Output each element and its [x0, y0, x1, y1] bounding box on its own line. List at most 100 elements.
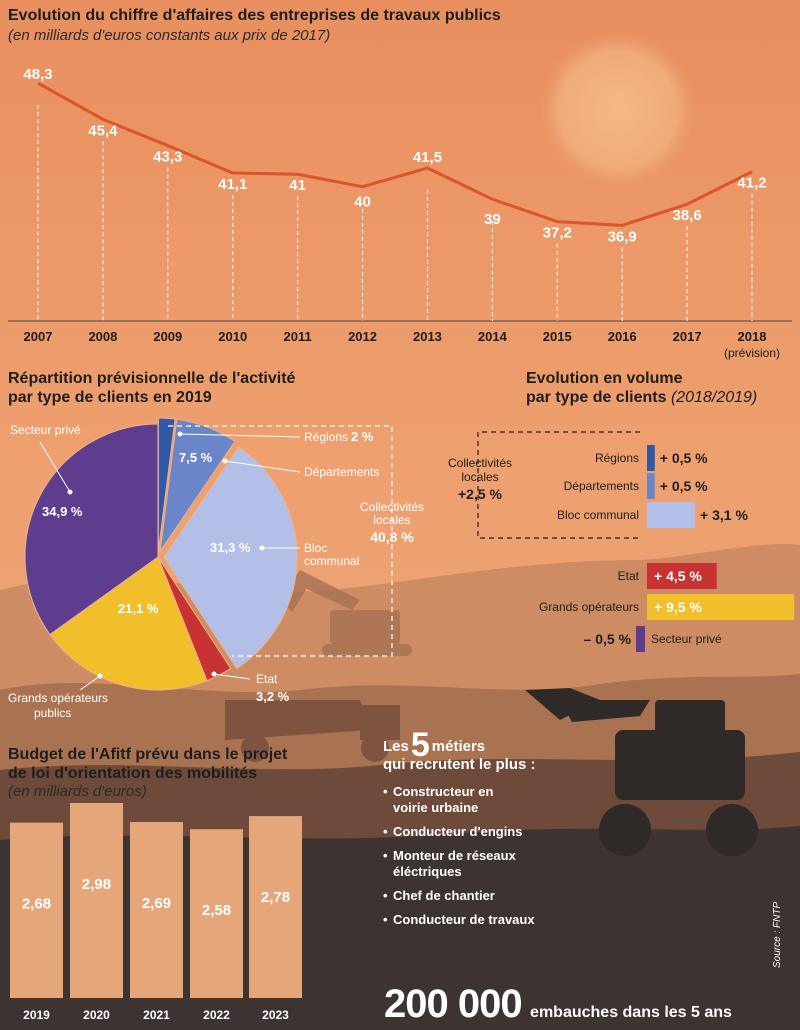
volume-bar — [647, 445, 655, 471]
line-chart-data-label: 43,3 — [153, 149, 182, 166]
line-chart-tick-label: 2010 — [218, 329, 247, 344]
volume-value-label: + 3,1 % — [700, 507, 748, 523]
line-chart-data-label: 40 — [354, 194, 371, 211]
line-chart-tick-label: 2008 — [88, 329, 117, 344]
pie-leader-line — [179, 433, 301, 438]
pie-leader-dot — [177, 431, 183, 437]
pie-leader-line — [213, 673, 251, 680]
pie-chart-title: Répartition prévisionnelle de l'activité… — [8, 369, 295, 407]
pie-value-secteur-prive: 34,9 % — [42, 504, 83, 519]
line-chart-title: Evolution du chiffre d'affaires des entr… — [8, 7, 501, 24]
pie-label-secteur-prive: Secteur privé — [10, 423, 81, 437]
line-chart-data-label: 41,2 — [737, 175, 766, 192]
line-chart-series — [37, 81, 753, 227]
metier-item: Constructeur en voirie urbaine — [383, 784, 523, 816]
volume-category-label: Grands opérateurs — [539, 600, 639, 614]
bar-chart-title-line1: Budget de l'Afitf prévu dans le projet — [8, 746, 288, 763]
budget-bar — [249, 816, 302, 998]
pie-label-grands-operateurs: Grands opérateurs — [8, 691, 108, 705]
volume-bar — [647, 594, 795, 620]
volume-chart: Régions + 0,5 % Départements + 0,5 % Bloc co… — [448, 431, 795, 652]
volume-category-label: Etat — [618, 569, 640, 583]
pie-group-label-line2: locales — [373, 513, 410, 527]
pie-chart-title-line2: par type de clients en 2019 — [8, 389, 212, 406]
pie-leader-dot — [222, 458, 228, 464]
hires-text: embauches dans les 5 ans — [530, 1004, 732, 1021]
pie-slice — [157, 417, 176, 552]
pie-leader-line — [79, 675, 101, 691]
metiers-suffix: métiers — [431, 738, 486, 755]
volume-value-label: + 9,5 % — [654, 599, 702, 615]
pie-chart: Régions 2 % 7,5 % Départements 31,3 % Bloccom… — [8, 417, 424, 720]
metier-item: Conducteur de travaux — [383, 912, 623, 928]
budget-tick-label: 2021 — [143, 1008, 170, 1022]
line-chart-tick-label: 2015 — [543, 329, 572, 344]
pie-group-value: 40,8 % — [370, 529, 414, 545]
line-chart-tick-label: 2016 — [608, 329, 637, 344]
line-chart-data-label: 36,9 — [608, 228, 637, 245]
budget-tick-label: 2020 — [83, 1008, 110, 1022]
pie-chart-title-line1: Répartition prévisionnelle de l'activité — [8, 370, 296, 387]
volume-group-label-line2: locales — [461, 470, 498, 484]
pie-label-departements: Départements — [304, 465, 379, 479]
pie-value-grands-operateurs: 21,1 % — [118, 601, 159, 616]
pie-label-regions: Régions — [304, 430, 348, 444]
pie-leader-dot — [97, 673, 103, 679]
pie-value-regions: 2 % — [351, 429, 374, 444]
pie-leader-line — [224, 460, 301, 473]
volume-category-label: Secteur privé — [651, 632, 722, 646]
bar-chart-title-line2: de loi d'orientation des mobilités — [8, 765, 258, 782]
volume-value-label: + 0,5 % — [660, 450, 708, 466]
line-chart-tick-label: 2013 — [413, 329, 442, 344]
pie-leader-dot — [67, 489, 73, 495]
budget-tick-label: 2022 — [203, 1008, 230, 1022]
line-chart-tick-label: 2018 — [738, 329, 767, 344]
pie-leader-dot — [211, 671, 217, 677]
pie-leader-dot — [259, 545, 265, 551]
volume-category-label: Départements — [564, 479, 639, 493]
line-chart-data-label: 37,2 — [543, 225, 572, 242]
budget-bar — [70, 803, 123, 998]
volume-value-label: + 0,5 % — [660, 478, 708, 494]
volume-group-value: +2,5 % — [458, 486, 503, 502]
pie-label-etat: Etat — [256, 672, 278, 686]
budget-tick-label: 2023 — [262, 1008, 289, 1022]
bulldozer-icon — [525, 688, 758, 856]
metiers-heading: Les5 métiers — [383, 728, 623, 762]
line-chart-tick-label: 2014 — [478, 329, 508, 344]
pie-slice — [49, 556, 208, 691]
metiers-list: Constructeur en voirie urbaine Conducteu… — [383, 784, 623, 928]
pie-group-label: Collectivités — [360, 500, 424, 514]
volume-chart-title-line1: Evolution en volume — [526, 370, 683, 387]
sun-icon — [540, 32, 696, 188]
pie-value-bloc-communal: 31,3 % — [210, 540, 251, 555]
pie-value-etat: 3,2 % — [256, 689, 290, 704]
budget-bar — [190, 829, 243, 998]
pie-label-grands-operateurs-line2: publics — [34, 706, 71, 720]
metier-item: Monteur de réseaux éléctriques — [383, 848, 543, 880]
line-chart-data-label: 41 — [289, 177, 306, 194]
volume-chart-title: Evolution en volume par type de clients … — [526, 369, 757, 407]
budget-value-label: 2,69 — [142, 895, 171, 912]
budget-value-label: 2,58 — [202, 902, 231, 919]
volume-group-bracket — [477, 431, 640, 539]
line-chart-tick-label: 2007 — [24, 329, 53, 344]
volume-bar — [647, 502, 696, 528]
line-chart-subtitle: (en milliards d'euros constants aux prix… — [8, 27, 331, 44]
metiers-heading-line2: qui recrutent le plus : — [383, 756, 536, 773]
pie-slice — [159, 418, 236, 552]
hires-callout: 200 000 embauches dans les 5 ans — [384, 982, 732, 1027]
volume-value-label: – 0,5 % — [584, 631, 632, 647]
pie-label-bloc-communal-line2: communal — [304, 554, 359, 568]
line-chart-data-label: 45,4 — [88, 122, 118, 139]
metier-item: Chef de chantier — [383, 888, 623, 904]
pie-group-bracket — [168, 425, 393, 657]
line-chart-tick-label: 2011 — [284, 329, 312, 344]
pie-value-departements: 7,5 % — [179, 450, 213, 465]
volume-category-label: Régions — [595, 451, 639, 465]
budget-value-label: 2,78 — [261, 889, 290, 906]
metier-item: Conducteur d'engins — [383, 824, 623, 840]
line-chart-tick-label: 2009 — [153, 329, 182, 344]
budget-bar — [10, 822, 63, 998]
line-chart-data-label: 38,6 — [672, 207, 701, 224]
